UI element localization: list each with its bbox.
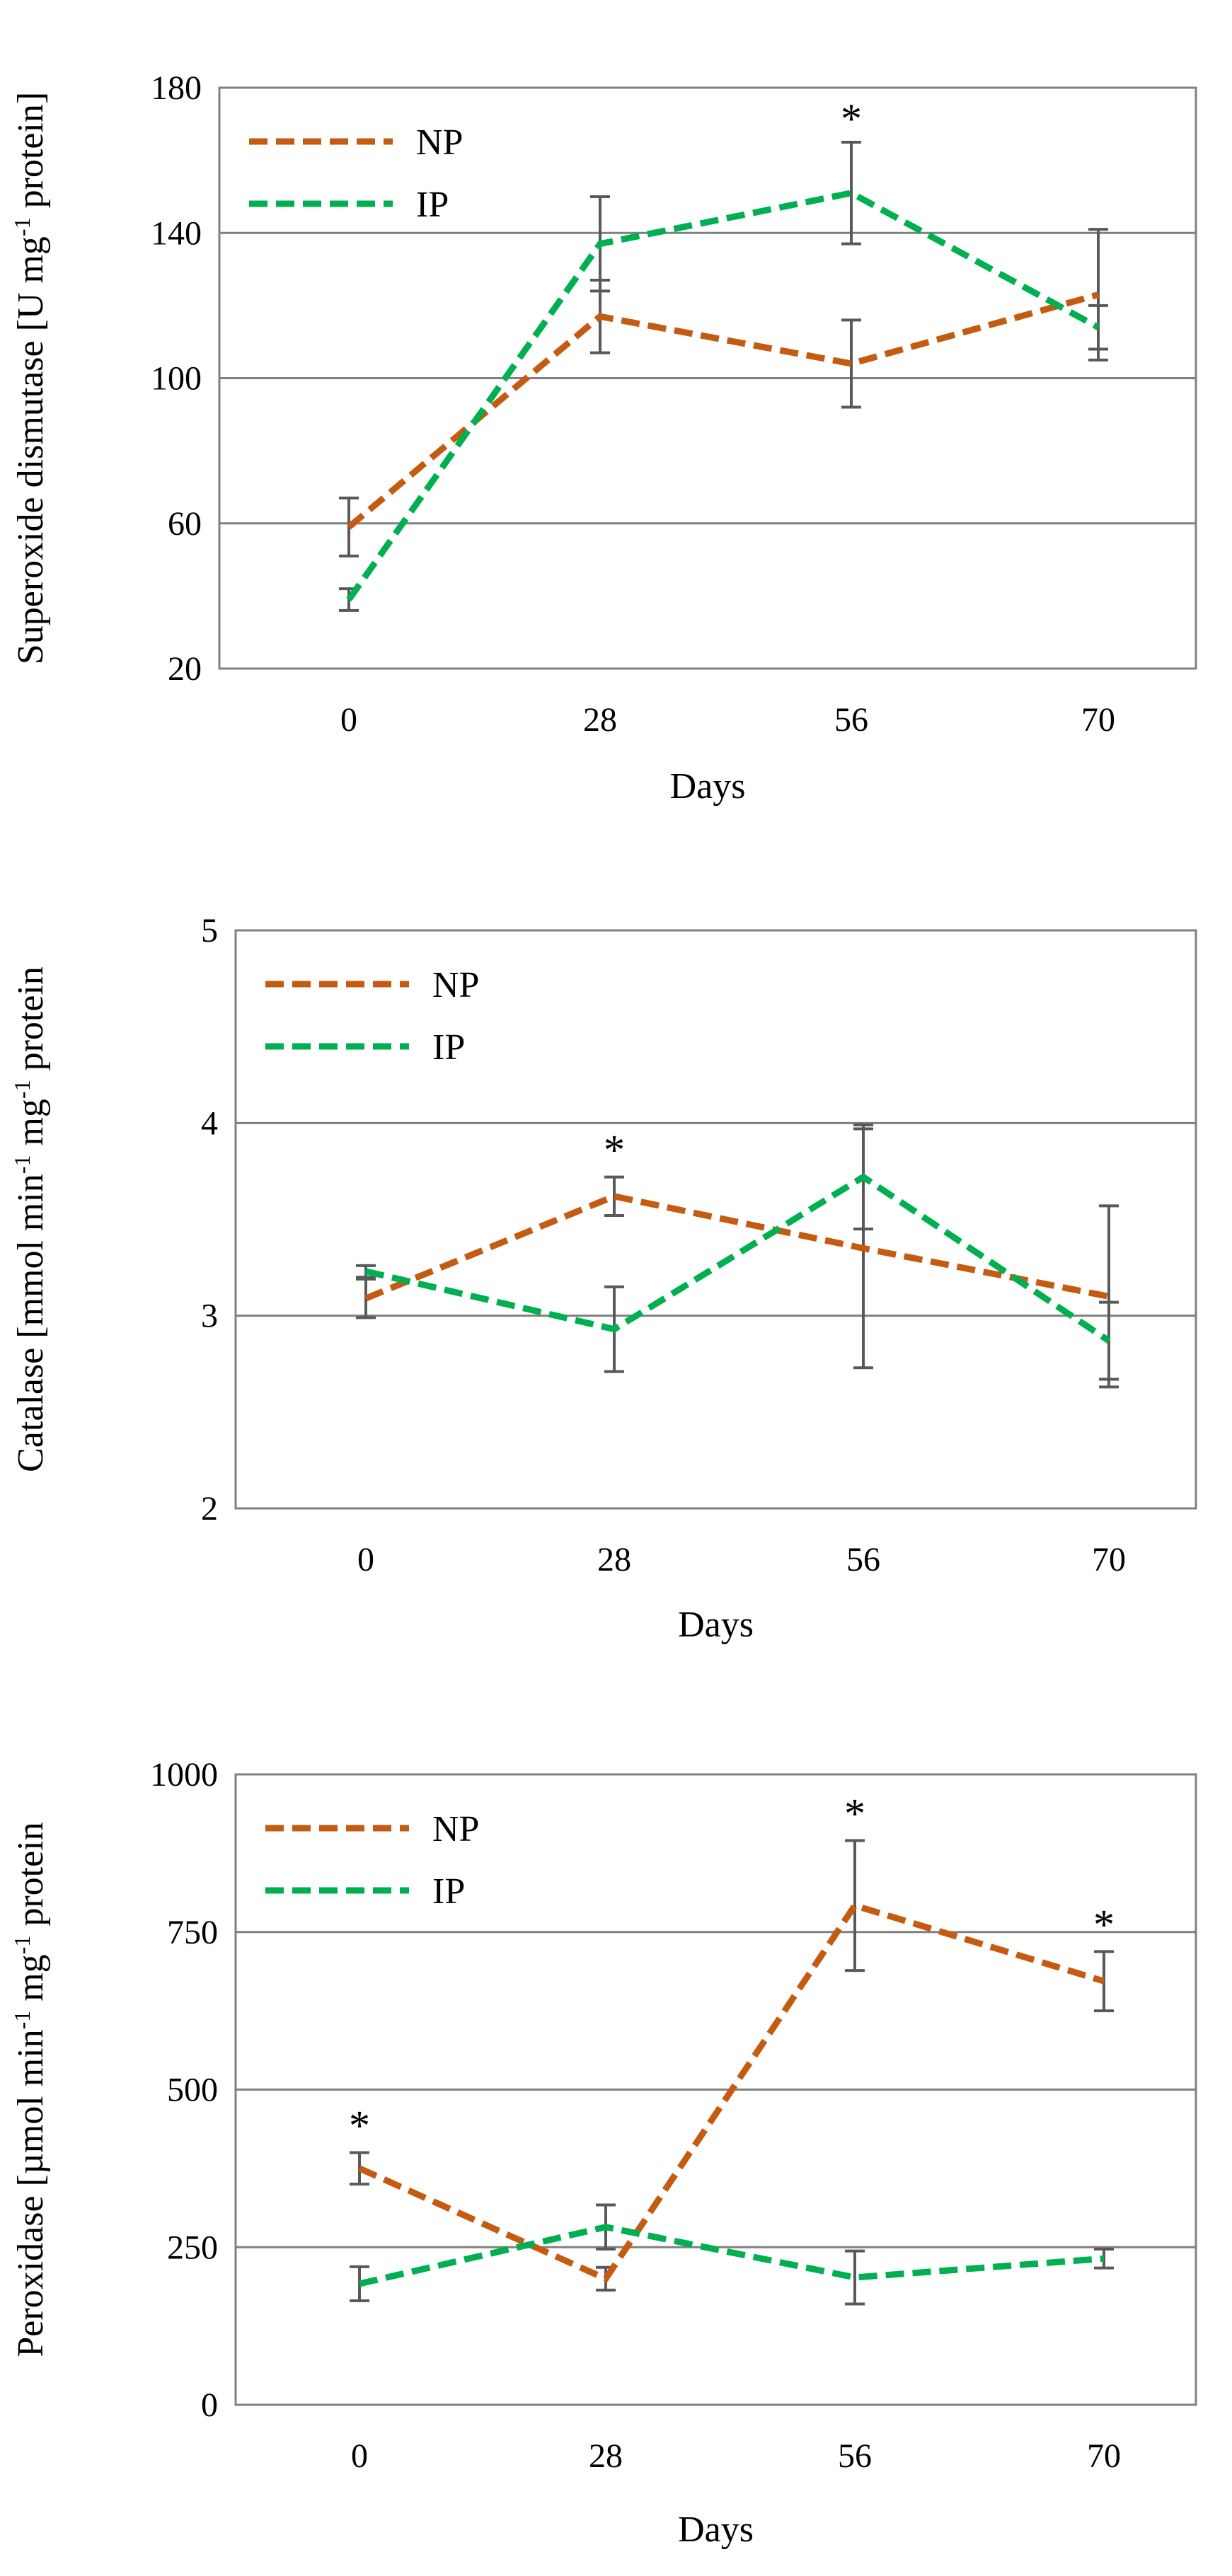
significance-star: * — [1093, 1901, 1115, 1948]
y-tick-label: 1000 — [150, 1756, 218, 1794]
legend-label-IP: IP — [432, 1871, 465, 1912]
x-tick-label: 70 — [1092, 1541, 1126, 1578]
y-tick-label: 500 — [167, 2072, 218, 2109]
legend-label-IP: IP — [416, 185, 449, 225]
legend: NP IP — [249, 122, 463, 225]
y-axis-title: Catalase [mmol min-1 mg-1 protein — [9, 966, 51, 1472]
y-tick-label: 140 — [151, 214, 202, 252]
x-tick-label: 0 — [351, 2437, 368, 2475]
x-tick-label: 70 — [1081, 701, 1115, 739]
y-tick-label: 3 — [201, 1298, 218, 1335]
y-axis-title: Superoxide dismutase [U mg-1 protein] — [9, 92, 51, 664]
series-line-NP — [358, 1902, 1105, 2283]
x-tick-label: 56 — [834, 701, 868, 739]
x-tick-label: 56 — [846, 1541, 880, 1578]
plot-area — [234, 929, 1197, 1510]
x-axis-title: Days — [678, 1605, 754, 1645]
legend-label-NP: NP — [432, 965, 479, 1005]
y-tick-label: 60 — [168, 505, 202, 543]
x-tick-label: 70 — [1087, 2437, 1121, 2475]
y-tick-label: 0 — [201, 2386, 218, 2424]
x-tick-label: 28 — [597, 1541, 631, 1578]
series-IP — [356, 1124, 1119, 1381]
y-tick-label: 5 — [201, 912, 218, 949]
significance-star: * — [349, 2103, 370, 2149]
y-tick-label: 250 — [167, 2229, 218, 2266]
chart-panel-3: 0 250 500 750 1000 0 28 56 70 Days Peroxidase [µmo… — [9, 1756, 1197, 2550]
legend: NP IP — [265, 965, 479, 1068]
x-tick-label: 56 — [838, 2437, 872, 2475]
significance-star: * — [844, 1791, 865, 1837]
legend-label-NP: NP — [416, 122, 463, 163]
series-NP — [339, 228, 1108, 558]
x-axis-title: Days — [678, 2509, 754, 2550]
y-tick-label: 750 — [167, 1914, 218, 1951]
x-axis-title: Days — [670, 766, 746, 807]
x-tick-label: 28 — [583, 701, 617, 739]
significance-star: * — [604, 1127, 625, 1174]
x-tick-label: 0 — [340, 701, 357, 739]
y-tick-label: 100 — [151, 360, 202, 398]
y-tick-label: 180 — [151, 69, 202, 107]
plot-area — [218, 86, 1197, 670]
y-axis-title: Peroxidase [µmol min-1 mg-1 protein — [9, 1822, 51, 2357]
legend-label-IP: IP — [432, 1027, 465, 1068]
chart-panel-2: 2 3 4 5 0 28 56 70 Days Catalase [mmol min-1 mg-1… — [9, 912, 1197, 1645]
y-tick-label: 20 — [168, 650, 202, 688]
y-tick-label: 4 — [201, 1104, 218, 1142]
x-tick-label: 0 — [357, 1541, 374, 1578]
series-line-NP — [347, 291, 1100, 530]
series-line-NP — [364, 1193, 1110, 1302]
legend: NP IP — [265, 1809, 479, 1912]
series-IP — [339, 140, 1108, 612]
series-line-IP — [346, 190, 1100, 602]
legend-label-NP: NP — [432, 1809, 479, 1849]
plot-area — [234, 1773, 1197, 2406]
chart-panel-1: 20 60 100 140 180 0 28 56 70 Days Superoxide dismu… — [9, 69, 1197, 807]
series-line-IP — [358, 2224, 1105, 2287]
x-tick-label: 28 — [589, 2437, 623, 2475]
significance-star: * — [841, 96, 862, 142]
y-tick-label: 2 — [201, 1490, 218, 1527]
